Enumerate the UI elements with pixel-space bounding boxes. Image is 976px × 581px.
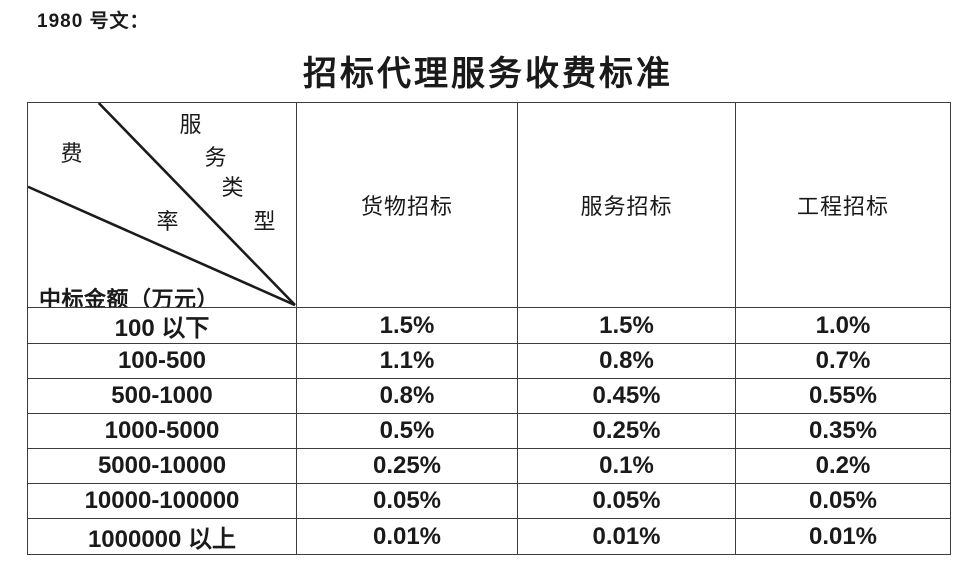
page-title: 招标代理服务收费标准 [303, 56, 673, 93]
rate-cell: 0.7% [735, 343, 951, 379]
rate-cell: 0.8% [517, 343, 736, 379]
corner-service-type-char: 务 [204, 145, 228, 170]
amount-range-cell: 100-500 [27, 343, 297, 379]
rate-cell: 0.5% [296, 413, 518, 449]
amount-range-cell: 10000-100000 [27, 483, 297, 519]
rate-cell: 1.5% [296, 307, 518, 344]
rate-cell: 1.0% [735, 307, 951, 344]
corner-service-type-char: 服 [179, 112, 203, 137]
corner-fee-rate-char: 率 [156, 209, 180, 234]
rate-cell: 0.45% [517, 378, 736, 414]
amount-range-cell: 5000-10000 [27, 448, 297, 484]
table-row: 10000-100000 0.05% 0.05% 0.05% [27, 483, 951, 519]
table-row: 1000000 以上 0.01% 0.01% 0.01% [27, 518, 951, 555]
table-row: 500-1000 0.8% 0.45% 0.55% [27, 378, 951, 414]
rate-cell: 0.35% [735, 413, 951, 449]
amount-range-cell: 1000000 以上 [27, 518, 297, 555]
fee-table-body: 100 以下 1.5% 1.5% 1.0% 100-500 1.1% 0.8% 0.7% 500… [27, 307, 951, 555]
corner-service-type-char: 型 [253, 209, 277, 234]
rate-cell: 0.01% [296, 518, 518, 555]
rate-cell: 0.25% [296, 448, 518, 484]
column-header-goods-bidding: 货物招标 [296, 102, 518, 308]
doc-reference: 1980 号文： [37, 11, 150, 32]
rate-cell: 0.25% [517, 413, 736, 449]
amount-range-cell: 1000-5000 [27, 413, 297, 449]
column-header-service-bidding: 服务招标 [517, 102, 736, 308]
rate-cell: 0.8% [296, 378, 518, 414]
column-header-works-bidding: 工程招标 [735, 102, 951, 308]
rate-cell: 0.01% [735, 518, 951, 555]
table-row: 1000-5000 0.5% 0.25% 0.35% [27, 413, 951, 449]
table-row: 100-500 1.1% 0.8% 0.7% [27, 343, 951, 379]
rate-cell: 0.1% [517, 448, 736, 484]
rate-cell: 0.2% [735, 448, 951, 484]
amount-range-cell: 500-1000 [27, 378, 297, 414]
rate-cell: 1.1% [296, 343, 518, 379]
corner-amount-axis-label: 中标金额（万元） [39, 287, 220, 308]
rate-cell: 0.05% [296, 483, 518, 519]
rate-cell: 0.05% [517, 483, 736, 519]
fee-table: 服 务 类 型 费 率 中标金额（万元） 货物招标 服务招标 工程招标 100 … [27, 102, 951, 555]
diagonal-split-lines [28, 103, 296, 307]
header-row: 服 务 类 型 费 率 中标金额（万元） 货物招标 服务招标 工程招标 [27, 102, 951, 308]
amount-range-cell: 100 以下 [27, 307, 297, 344]
rate-cell: 0.55% [735, 378, 951, 414]
rate-cell: 0.01% [517, 518, 736, 555]
table-row: 100 以下 1.5% 1.5% 1.0% [27, 307, 951, 344]
corner-fee-rate-char: 费 [60, 141, 84, 166]
rate-cell: 0.05% [735, 483, 951, 519]
table-row: 5000-10000 0.25% 0.1% 0.2% [27, 448, 951, 484]
corner-service-type-char: 类 [221, 175, 245, 200]
diagonal-header-cell: 服 务 类 型 费 率 中标金额（万元） [27, 102, 297, 308]
rate-cell: 1.5% [517, 307, 736, 344]
